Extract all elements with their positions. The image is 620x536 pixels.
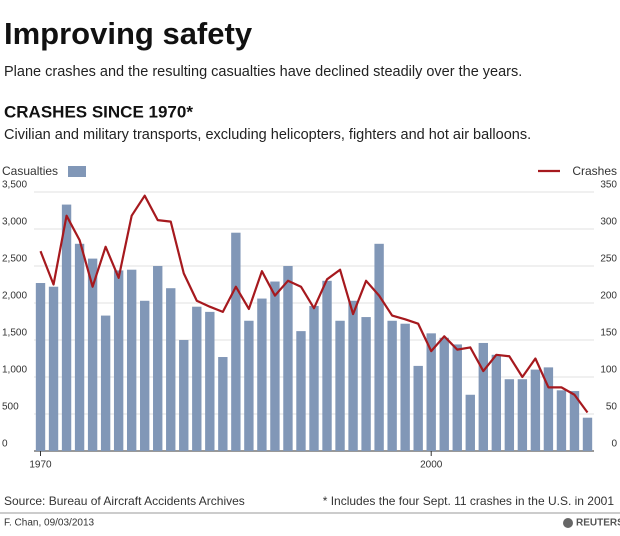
bar xyxy=(478,342,488,451)
source: Source: Bureau of Aircraft Accidents Arc… xyxy=(4,494,245,508)
legend-label: Crashes xyxy=(572,164,617,178)
bar xyxy=(100,315,111,451)
bar xyxy=(87,258,98,451)
bar xyxy=(231,232,241,451)
y2-tick-label: 100 xyxy=(600,365,617,376)
bar xyxy=(179,340,189,451)
bar xyxy=(205,311,215,451)
chart-title: Improving safety xyxy=(4,16,253,51)
bar xyxy=(504,379,515,451)
y-tick-label: 0 xyxy=(2,439,8,450)
bar xyxy=(491,354,502,451)
y2-tick-label: 50 xyxy=(606,402,618,413)
y-tick-label: 2,000 xyxy=(2,291,27,302)
bar xyxy=(153,266,163,451)
bar xyxy=(309,305,319,451)
bar xyxy=(374,243,384,451)
bar xyxy=(400,323,410,451)
bar xyxy=(218,357,228,451)
y2-tick-label: 200 xyxy=(600,291,617,302)
bar xyxy=(556,390,567,451)
bar xyxy=(113,270,124,451)
y-tick-label: 500 xyxy=(2,402,19,413)
y-tick-label: 1,500 xyxy=(2,328,27,339)
x-tick-label: 2000 xyxy=(420,460,443,471)
logo-icon xyxy=(563,518,573,528)
bar xyxy=(465,394,475,451)
y-tick-label: 2,500 xyxy=(2,254,27,265)
y2-tick-label: 0 xyxy=(611,439,617,450)
bar xyxy=(140,300,150,451)
bar xyxy=(322,280,332,451)
y2-tick-label: 300 xyxy=(600,217,617,228)
y2-tick-label: 150 xyxy=(600,328,617,339)
legend-swatch xyxy=(68,166,86,177)
bar xyxy=(166,288,176,451)
bar xyxy=(426,333,436,451)
bar xyxy=(452,344,462,451)
x-tick-label: 1970 xyxy=(29,460,52,471)
y-tick-label: 3,500 xyxy=(2,180,27,191)
line xyxy=(39,194,589,414)
bar xyxy=(582,417,593,451)
bar xyxy=(439,337,449,451)
bar xyxy=(270,281,280,451)
heading: CRASHES SINCE 1970* xyxy=(4,102,193,121)
logo: REUTERS xyxy=(576,518,620,529)
y2-tick-label: 250 xyxy=(600,254,617,265)
bar xyxy=(361,317,371,451)
bar xyxy=(543,367,554,451)
subtitle: Plane crashes and the resulting casualti… xyxy=(4,64,522,80)
bar xyxy=(517,379,528,451)
y-tick-label: 1,000 xyxy=(2,365,27,376)
bar xyxy=(530,369,541,451)
y2-tick-label: 350 xyxy=(600,180,617,191)
bar xyxy=(335,320,345,451)
bar xyxy=(35,283,46,451)
bar xyxy=(48,286,59,451)
bar xyxy=(192,306,202,451)
y-tick-label: 3,000 xyxy=(2,217,27,228)
bar xyxy=(348,300,358,451)
bar xyxy=(569,391,580,451)
footnote: * Includes the four Sept. 11 crashes in … xyxy=(323,494,615,508)
bar xyxy=(61,204,72,451)
bar xyxy=(74,243,85,451)
bar xyxy=(296,331,306,451)
bar xyxy=(257,298,267,451)
bar xyxy=(126,269,137,451)
bar xyxy=(244,320,254,451)
credit: F. Chan, 09/03/2013 xyxy=(4,518,95,529)
bar xyxy=(387,320,397,451)
bar xyxy=(283,266,293,451)
bar xyxy=(413,365,423,451)
description: Civilian and military transports, exclud… xyxy=(4,127,531,143)
legend-label: Casualties xyxy=(2,164,58,178)
